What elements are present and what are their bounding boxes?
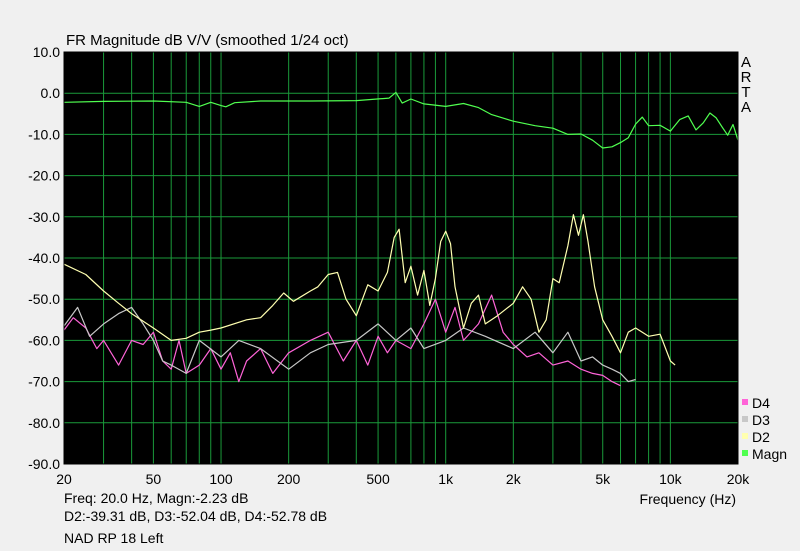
y-tick-label: -90.0 — [28, 456, 60, 472]
plot-frame — [63, 51, 739, 465]
x-tick-label: 5k — [595, 471, 611, 487]
x-tick-label: 10k — [659, 471, 683, 487]
y-tick-label: -80.0 — [28, 415, 60, 431]
series-line-magn — [63, 91, 739, 149]
x-tick-label: 2k — [506, 471, 522, 487]
x-tick-label: 200 — [277, 471, 301, 487]
legend-label-d2: D2 — [752, 429, 770, 445]
y-tick-labels: 10.0 0.0 -10.0 -20.0 -30.0 -40.0 -50.0 -60.0 -70… — [28, 44, 60, 472]
watermark-letter: A — [741, 99, 751, 116]
series-line-d2 — [63, 214, 676, 366]
y-tick-label: -20.0 — [28, 168, 60, 184]
y-tick-label: -40.0 — [28, 250, 60, 266]
x-tick-label: 100 — [209, 471, 233, 487]
legend-swatch-d4 — [742, 399, 748, 405]
x-axis-label: Frequency (Hz) — [640, 491, 736, 507]
watermark-letter: R — [741, 69, 752, 86]
legend-swatch-d2 — [742, 433, 748, 439]
x-tick-label: 50 — [146, 471, 162, 487]
watermark-letter: A — [741, 54, 751, 71]
x-tick-label: 20k — [727, 471, 751, 487]
y-tick-label: -60.0 — [28, 332, 60, 348]
legend-label-d3: D3 — [752, 412, 770, 428]
y-tick-label: 10.0 — [33, 44, 60, 60]
x-tick-labels: 20 50 100 200 500 1k 2k 5k 10k 20k — [56, 471, 750, 487]
measurement-name: NAD RP 18 Left — [64, 530, 164, 546]
y-tick-label: -30.0 — [28, 209, 60, 225]
legend-swatch-d3 — [742, 416, 748, 422]
x-tick-label: 1k — [438, 471, 454, 487]
distortion-readout: D2:-39.31 dB, D3:-52.04 dB, D4:-52.78 dB — [64, 508, 328, 524]
y-tick-label: -70.0 — [28, 374, 60, 390]
series-layer — [63, 91, 739, 387]
chart-title: FR Magnitude dB V/V (smoothed 1/24 oct) — [66, 32, 349, 49]
watermark-letter: T — [741, 84, 750, 101]
y-tick-label: -50.0 — [28, 291, 60, 307]
x-tick-label: 20 — [56, 471, 72, 487]
legend-swatch-magn — [742, 450, 748, 456]
legend-label-d4: D4 — [752, 395, 770, 411]
y-tick-label: -10.0 — [28, 126, 60, 142]
legend-label-magn: Magn — [752, 446, 787, 462]
series-line-d3 — [63, 306, 636, 383]
x-tick-label: 500 — [366, 471, 390, 487]
y-tick-label: 0.0 — [41, 85, 61, 101]
cursor-readout: Freq: 20.0 Hz, Magn:-2.23 dB — [64, 490, 249, 506]
series-line-d4 — [63, 294, 621, 387]
